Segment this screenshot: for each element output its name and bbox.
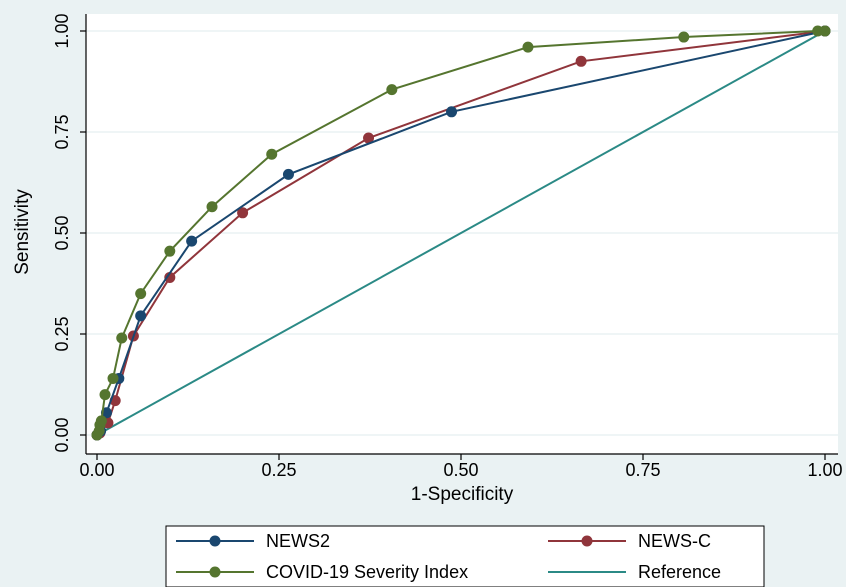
x-tick-label: 0.50 <box>443 460 478 480</box>
legend-entries: NEWS2 NEWS-C COVID-19 Severity Index Refere… <box>176 531 721 582</box>
y-tick-label: 0.00 <box>52 417 72 452</box>
legend-entry-reference: Reference <box>548 562 721 582</box>
series-covid-19-severity-index <box>91 25 831 441</box>
legend-entry-news-c: NEWS-C <box>548 531 711 551</box>
data-point-covid-19-severity-index <box>116 332 128 344</box>
legend-label: NEWS2 <box>266 531 330 551</box>
data-point-news2 <box>135 310 147 322</box>
legend-swatch-marker <box>581 535 593 547</box>
legend-label: NEWS-C <box>638 531 711 551</box>
data-point-covid-19-severity-index <box>107 372 119 384</box>
data-point-news-c <box>237 207 249 219</box>
legend-label: Reference <box>638 562 721 582</box>
legend-label: COVID-19 Severity Index <box>266 562 468 582</box>
data-point-covid-19-severity-index <box>95 415 107 427</box>
data-point-covid-19-severity-index <box>206 201 218 213</box>
data-point-covid-19-severity-index <box>386 84 398 96</box>
plot-area <box>86 14 838 454</box>
x-tick-label: 0.25 <box>261 460 296 480</box>
legend-box <box>165 525 765 587</box>
data-point-news2 <box>446 106 458 118</box>
y-tick-label: 0.75 <box>52 114 72 149</box>
legend-swatch-marker <box>209 566 221 578</box>
data-point-covid-19-severity-index <box>266 148 278 160</box>
data-point-covid-19-severity-index <box>164 245 176 257</box>
x-tick-label: 1.00 <box>807 460 842 480</box>
data-point-news2 <box>186 235 198 247</box>
data-point-news2 <box>282 168 294 180</box>
data-point-news-c <box>575 55 587 67</box>
data-point-covid-19-severity-index <box>99 389 111 401</box>
axis-ticks: 0.00 0.25 0.50 0.75 1.00 0.00 0.25 0.50 0.75 1.00 <box>52 13 843 480</box>
series-layer <box>91 25 831 441</box>
data-point-covid-19-severity-index <box>522 41 534 53</box>
data-point-covid-19-severity-index <box>819 25 831 37</box>
legend-swatch-marker <box>209 535 221 547</box>
data-point-news-c <box>164 271 176 283</box>
x-tick-label: 0.00 <box>79 460 114 480</box>
legend: NEWS2 NEWS-C COVID-19 Severity Index Refere… <box>165 525 765 587</box>
y-tick-label: 1.00 <box>52 13 72 48</box>
data-point-covid-19-severity-index <box>135 288 147 300</box>
legend-entry-news2: NEWS2 <box>176 531 330 551</box>
y-tick-label: 0.50 <box>52 215 72 250</box>
series-line-reference <box>96 30 826 436</box>
y-axis-title: Sensitivity <box>12 189 33 275</box>
data-point-news-c <box>363 132 375 144</box>
series-reference <box>96 30 826 436</box>
data-point-covid-19-severity-index <box>678 31 690 43</box>
x-axis-title: 1-Specificity <box>411 484 514 505</box>
x-tick-label: 0.75 <box>625 460 660 480</box>
legend-entry-covid-19-severity-index: COVID-19 Severity Index <box>176 562 468 582</box>
y-tick-label: 0.25 <box>52 316 72 351</box>
